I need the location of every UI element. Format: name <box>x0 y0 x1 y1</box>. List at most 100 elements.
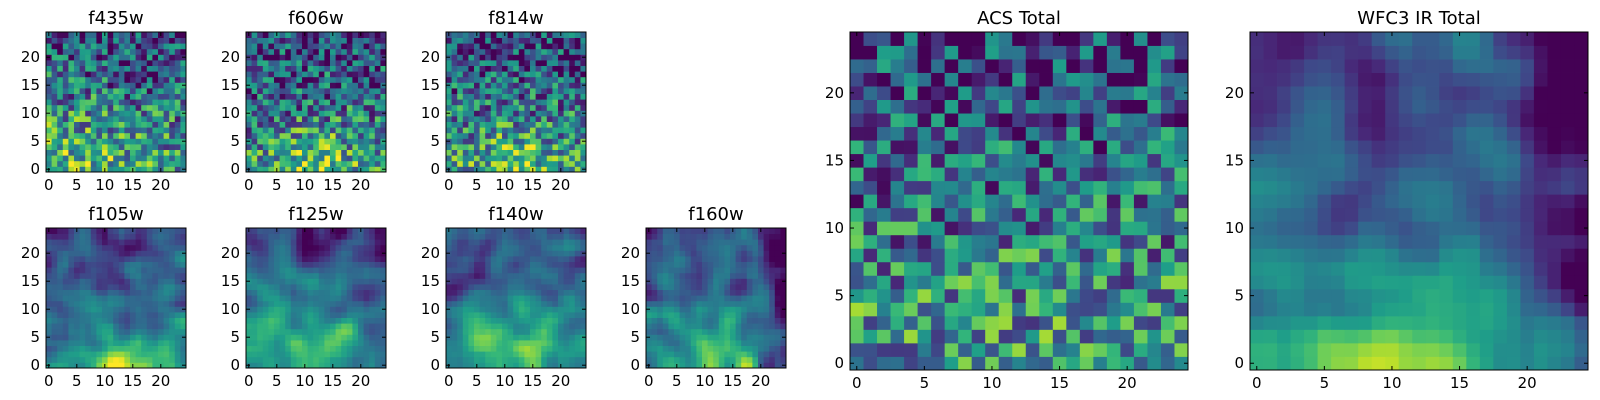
heatmap-cell <box>174 71 181 78</box>
heatmap-cell <box>780 267 787 274</box>
heatmap-cell <box>569 345 576 352</box>
heatmap-cell <box>313 351 320 358</box>
heatmap-cell <box>135 48 142 55</box>
heatmap-cell <box>674 317 680 324</box>
heatmap-cell <box>90 88 97 94</box>
heatmap-cell <box>462 160 469 167</box>
heatmap-cell <box>958 261 973 276</box>
heatmap-cell <box>62 317 69 324</box>
heatmap-cell <box>257 127 264 134</box>
heatmap-cell <box>479 334 486 341</box>
heatmap-cell <box>863 342 878 357</box>
heatmap-cell <box>174 261 181 268</box>
heatmap-cell <box>135 149 142 156</box>
heatmap-cell <box>574 289 581 296</box>
heatmap-cell <box>346 312 353 318</box>
heatmap-cell <box>174 116 181 122</box>
heatmap-cell <box>569 300 576 307</box>
heatmap-cell <box>279 127 286 134</box>
heatmap-cell <box>152 32 159 38</box>
heatmap-cell <box>79 48 86 55</box>
heatmap-cell <box>468 278 475 285</box>
heatmap-cell <box>330 278 336 285</box>
heatmap-cell <box>552 32 559 38</box>
heatmap-cell <box>474 239 480 246</box>
heatmap-cell <box>513 116 520 122</box>
heatmap-cell <box>363 116 370 122</box>
heatmap-cell <box>668 334 675 341</box>
heatmap-cell <box>468 160 475 167</box>
heatmap-cell <box>451 160 458 167</box>
heatmap-cell <box>1052 207 1067 222</box>
heatmap-cell <box>724 256 731 262</box>
heatmap-cell <box>313 340 320 346</box>
heatmap-cell <box>713 267 720 274</box>
heatmap-cell <box>657 312 664 318</box>
heatmap-cell <box>1079 356 1094 371</box>
heatmap-cell <box>174 250 181 257</box>
heatmap-cell <box>274 317 280 324</box>
heatmap-cell <box>290 138 297 145</box>
heatmap-cell <box>774 323 781 330</box>
heatmap-cell <box>569 295 576 302</box>
heatmap-cell <box>524 127 531 134</box>
heatmap-cell <box>446 345 452 352</box>
heatmap-cell <box>530 71 536 78</box>
heatmap-cell <box>90 289 97 296</box>
heatmap-cell <box>462 250 469 257</box>
heatmap-cell <box>146 37 153 44</box>
heatmap-cell <box>890 234 905 249</box>
heatmap-cell <box>580 328 587 335</box>
heatmap-cell <box>346 99 353 106</box>
heatmap-cell <box>513 76 520 83</box>
heatmap-cell <box>741 289 748 296</box>
heatmap-cell <box>302 261 308 268</box>
heatmap-cell <box>451 228 458 234</box>
heatmap-cell <box>174 289 181 296</box>
heatmap-cell <box>274 82 280 89</box>
heatmap-cell <box>1147 356 1162 371</box>
heatmap-cell <box>279 32 286 38</box>
heatmap-cell <box>535 328 542 335</box>
heatmap-cell <box>318 295 325 302</box>
heatmap-cell <box>580 289 587 296</box>
heatmap-cell <box>468 289 475 296</box>
heatmap-cell <box>468 138 475 145</box>
heatmap-cell <box>274 284 280 290</box>
heatmap-cell <box>107 54 114 61</box>
heatmap-cell <box>574 312 581 318</box>
heatmap-cell <box>352 144 359 150</box>
heatmap-cell <box>1106 288 1121 303</box>
heatmap-cell <box>268 54 275 61</box>
heatmap-cell <box>324 295 331 302</box>
heatmap-cell <box>318 239 325 246</box>
heatmap-cell <box>679 239 686 246</box>
heatmap-cell <box>285 323 292 330</box>
heatmap-cell <box>485 340 492 346</box>
heatmap-cell <box>346 54 353 61</box>
heatmap-cell <box>735 362 742 369</box>
heatmap-cell <box>124 228 131 234</box>
heatmap-cell <box>285 345 292 352</box>
heatmap-cell <box>569 116 576 122</box>
heatmap-cell <box>268 256 275 262</box>
heatmap-cell <box>374 99 381 106</box>
heatmap-cell <box>702 317 708 324</box>
heatmap-cell <box>535 116 542 122</box>
axes-frame <box>445 227 587 369</box>
heatmap-cell <box>741 300 748 307</box>
heatmap-cell <box>558 306 564 313</box>
heatmap-cell <box>958 248 973 263</box>
heatmap-cell <box>546 144 553 150</box>
heatmap-cell <box>279 340 286 346</box>
heatmap-cell <box>369 121 376 128</box>
heatmap-cell <box>107 267 114 274</box>
heatmap-cell <box>369 43 376 50</box>
heatmap-cell <box>307 334 314 341</box>
heatmap-cell <box>62 356 69 363</box>
heatmap-cell <box>662 312 669 318</box>
heatmap-cell <box>135 144 142 150</box>
heatmap-cell <box>1133 356 1148 371</box>
heatmap-cell <box>569 289 576 296</box>
heatmap-cell <box>457 289 464 296</box>
